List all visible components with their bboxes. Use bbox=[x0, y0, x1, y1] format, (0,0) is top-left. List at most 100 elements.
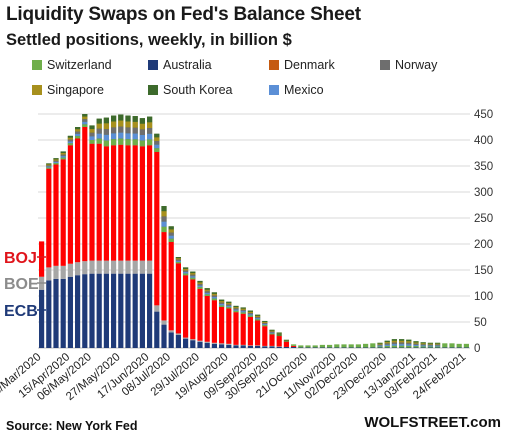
bar-segment-others-band bbox=[139, 140, 145, 147]
bar-segment-others-band bbox=[139, 135, 145, 141]
bar-segment-others bbox=[442, 343, 448, 348]
bar-segment-others-band bbox=[240, 312, 246, 314]
bar-segment-others-band bbox=[255, 314, 261, 316]
bar-segment-others-band bbox=[413, 346, 419, 348]
bar-segment-ecb bbox=[67, 276, 73, 348]
bar-segment-boj bbox=[161, 232, 167, 321]
bar-segment-others-band bbox=[204, 289, 210, 292]
bar-segment-ecb bbox=[161, 324, 167, 348]
bar-segment-others-band bbox=[219, 302, 225, 305]
bar-segment-others-band bbox=[435, 346, 441, 348]
legend-label: Denmark bbox=[284, 58, 335, 72]
bar-segment-others-band bbox=[53, 160, 59, 162]
legend-item-norway: Norway bbox=[380, 58, 437, 72]
bar-segment-ecb bbox=[132, 273, 138, 348]
bar-segment-others bbox=[363, 343, 369, 348]
bar-segment-boj bbox=[118, 144, 124, 261]
bar-segment-others-band bbox=[420, 344, 426, 346]
bar-segment-others-band bbox=[391, 339, 397, 341]
bar-segment-others bbox=[276, 332, 282, 337]
bar-segment-others-band bbox=[183, 270, 189, 273]
bar-segment-ecb bbox=[262, 346, 268, 348]
bar-segment-boj bbox=[262, 326, 268, 346]
y-tick-label: 50 bbox=[474, 317, 487, 329]
bar-segment-others-band bbox=[427, 344, 433, 346]
bar-segment-others-band bbox=[103, 134, 109, 141]
bar-segment-boe bbox=[175, 333, 181, 335]
bar-segment-ecb bbox=[269, 346, 275, 348]
bar-segment-others-band bbox=[377, 343, 383, 345]
bar-segment-others-band bbox=[377, 345, 383, 347]
bar-segment-others-band bbox=[240, 308, 246, 310]
bar-segment-others-band bbox=[427, 343, 433, 345]
legend-item-switzerland: Switzerland bbox=[32, 58, 112, 72]
bar-segment-others-band bbox=[219, 305, 225, 307]
bar-segment-boj bbox=[103, 146, 109, 261]
bar-segment-others-band bbox=[46, 163, 52, 165]
bar-segment-others-band bbox=[154, 133, 160, 138]
bar-segment-others-band bbox=[240, 307, 246, 309]
bar-segment-others-band bbox=[161, 226, 167, 233]
bar-segment-ecb bbox=[377, 347, 383, 348]
bar-segment-others-band bbox=[132, 127, 138, 134]
bar-segment-others-band bbox=[211, 292, 217, 294]
bar-segment-others-band bbox=[125, 115, 131, 122]
bar-segment-boj bbox=[67, 145, 73, 264]
bar-segment-boj bbox=[204, 296, 210, 342]
y-tick-label: 100 bbox=[474, 291, 493, 303]
bar-segment-others-band bbox=[190, 277, 196, 280]
bar-segment-others-band bbox=[96, 138, 102, 144]
bar-segment-others-band bbox=[240, 309, 246, 312]
bar-segment-others-band bbox=[262, 323, 268, 325]
bar-segment-others-band bbox=[399, 342, 405, 345]
bar-segment-boj bbox=[39, 241, 45, 277]
bar-segment-ecb bbox=[355, 347, 361, 348]
bar-segment-others-band bbox=[197, 285, 203, 288]
legend: Switzerland Australia Denmark Norway Sin… bbox=[32, 58, 502, 102]
bar-segment-ecb bbox=[427, 347, 433, 348]
legend-label: Norway bbox=[395, 58, 438, 72]
bar-segment-boj bbox=[219, 306, 225, 344]
bar-segment-others-band bbox=[406, 341, 412, 343]
bar-segment-ecb bbox=[442, 347, 448, 348]
bar-segment-others-band bbox=[190, 276, 196, 278]
chart-title: Liquidity Swaps on Fed's Balance Sheet bbox=[6, 4, 361, 25]
bar-segment-others-band bbox=[391, 344, 397, 346]
bar-segment-others-band bbox=[384, 340, 390, 343]
bar-segment-others-band bbox=[118, 132, 124, 139]
bar-segment-others-band bbox=[384, 344, 390, 347]
bar-segment-others bbox=[341, 344, 347, 348]
bar-segment-others-band bbox=[377, 344, 383, 346]
bar-segment-boj bbox=[46, 168, 52, 268]
bar-segment-ecb bbox=[154, 311, 160, 348]
bar-segment-ecb bbox=[449, 347, 455, 348]
bar-segment-boe bbox=[89, 260, 95, 274]
bar-segment-others-band bbox=[96, 133, 102, 139]
bar-segment-others bbox=[283, 339, 289, 342]
bar-segment-boe bbox=[204, 341, 210, 343]
bar-segment-ecb bbox=[456, 347, 462, 348]
bar-segment-others-band bbox=[233, 308, 239, 310]
bar-segment-boe bbox=[161, 320, 167, 325]
bar-segment-others bbox=[463, 343, 469, 348]
bar-segment-ecb bbox=[60, 278, 66, 348]
bar-segment-others-band bbox=[211, 293, 217, 296]
bar-segment-others-band bbox=[269, 332, 275, 334]
bar-segment-others-band bbox=[67, 135, 73, 138]
bar-segment-others-band bbox=[233, 309, 239, 311]
bar-segment-boj bbox=[226, 308, 232, 344]
bar-segment-ecb bbox=[406, 347, 412, 348]
bar-segment-others-band bbox=[391, 345, 397, 348]
bar-segment-others-band bbox=[406, 344, 412, 346]
bar-segment-others-band bbox=[399, 344, 405, 346]
bar-segment-others-band bbox=[240, 311, 246, 313]
bar-segment-others-band bbox=[255, 315, 261, 317]
bar-segment-others-band bbox=[175, 258, 181, 260]
bar-segment-others-band bbox=[60, 153, 66, 155]
bar-segment-ecb bbox=[197, 341, 203, 348]
bar-segment-others-band bbox=[118, 114, 124, 121]
source-note: Source: New York Fed bbox=[6, 419, 138, 433]
bar-segment-ecb bbox=[334, 347, 340, 348]
bar-segment-others-band bbox=[161, 206, 167, 212]
bar-segment-others-band bbox=[161, 211, 167, 217]
